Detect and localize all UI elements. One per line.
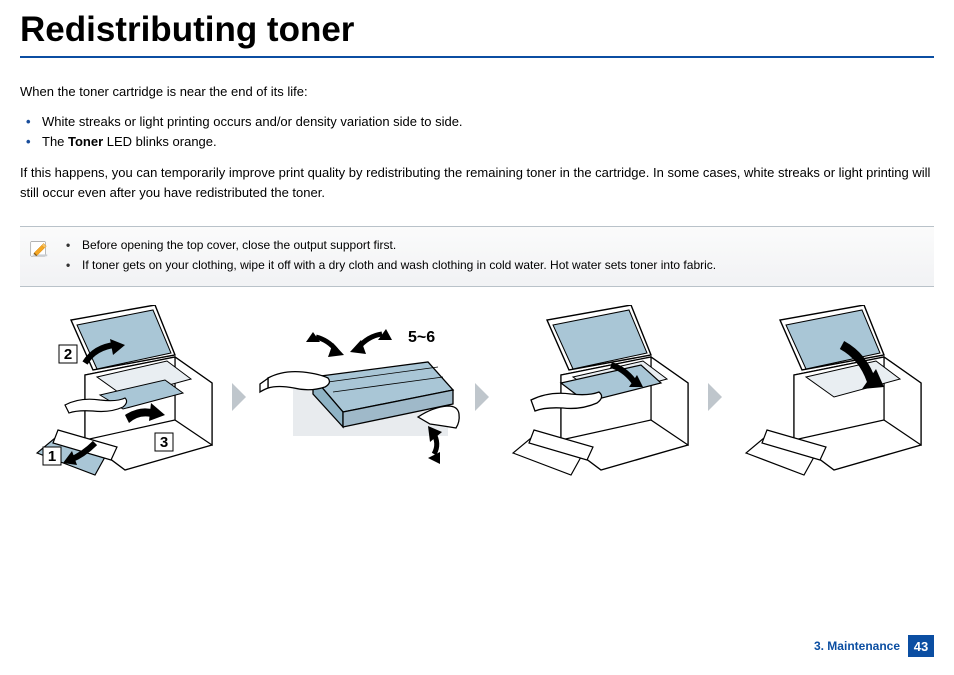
svg-text:2: 2 <box>64 346 72 363</box>
page: Redistributing toner When the toner cart… <box>0 0 954 675</box>
list-item: The Toner LED blinks orange. <box>42 132 934 153</box>
note-box: Before opening the top cover, close the … <box>20 226 934 287</box>
arrow-separator-icon <box>231 382 247 412</box>
symptom-list: White streaks or light printing occurs a… <box>20 112 934 154</box>
note-icon <box>28 237 50 259</box>
svg-text:3: 3 <box>160 434 168 451</box>
note-list: Before opening the top cover, close the … <box>68 235 716 276</box>
intro-text: When the toner cartridge is near the end… <box>20 82 934 102</box>
text: White streaks or light printing occurs a… <box>42 114 463 129</box>
list-item: If toner gets on your clothing, wipe it … <box>82 255 716 275</box>
step-3-illustration <box>501 305 696 490</box>
list-item: Before opening the top cover, close the … <box>82 235 716 255</box>
footer-section: 3. Maintenance <box>814 639 900 653</box>
svg-text:1: 1 <box>48 448 56 465</box>
arrow-separator-icon <box>474 382 490 412</box>
page-title: Redistributing toner <box>20 10 934 58</box>
step-1-illustration: 2 1 3 <box>25 305 220 490</box>
paragraph: If this happens, you can temporarily imp… <box>20 163 934 202</box>
arrow-separator-icon <box>707 382 723 412</box>
shake-count: 5~6 <box>408 329 435 346</box>
step-4-illustration <box>734 305 929 490</box>
page-footer: 3. Maintenance 43 <box>814 635 934 657</box>
list-item: White streaks or light printing occurs a… <box>42 112 934 133</box>
footer-page-number: 43 <box>908 635 934 657</box>
steps-row: 2 1 3 5~6 <box>25 305 929 490</box>
text: The <box>42 134 68 149</box>
step-2-illustration: 5~6 <box>258 322 463 472</box>
